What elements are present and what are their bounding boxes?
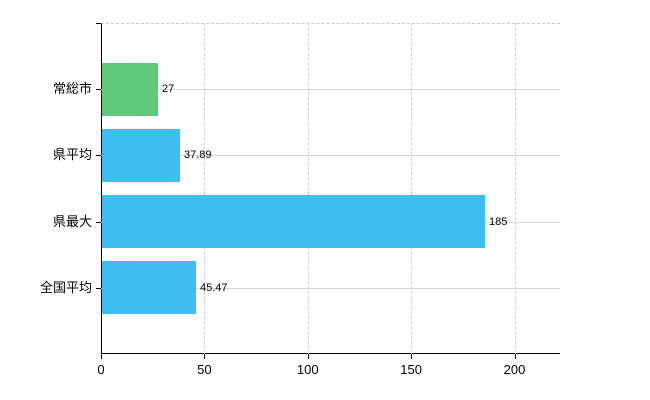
x-axis-tick (101, 354, 102, 359)
category-label: 全国平均 (39, 280, 92, 295)
category-label: 県最大 (52, 214, 92, 229)
x-axis-tick (514, 354, 516, 359)
x-tick-label: 200 (503, 362, 526, 377)
x-axis-tick (307, 354, 309, 359)
plot-area (101, 23, 560, 354)
y-axis-top-tick (96, 23, 101, 24)
v-gridline (307, 23, 309, 354)
y-axis-tick (96, 155, 101, 156)
v-gridline (411, 23, 413, 354)
y-axis-tick (96, 222, 101, 223)
bar-value-label: 37.89 (184, 149, 212, 161)
x-tick-label: 0 (97, 362, 105, 377)
bar-value-label: 27 (162, 83, 175, 95)
x-axis-tick (204, 354, 206, 359)
bar-value-label: 185 (489, 216, 508, 228)
x-tick-label: 150 (400, 362, 422, 377)
bar (102, 261, 196, 314)
category-label: 県平均 (52, 147, 92, 162)
x-axis-tick (411, 354, 413, 359)
y-axis-tick (96, 288, 101, 289)
bar (102, 195, 485, 248)
v-gridline (204, 23, 206, 354)
h-gridline (101, 155, 560, 156)
v-gridline (514, 23, 516, 354)
bar (102, 63, 158, 116)
bar (102, 129, 180, 182)
bar-value-label: 45.47 (200, 282, 228, 294)
x-tick-label: 100 (296, 362, 319, 377)
category-label: 常総市 (52, 81, 92, 96)
x-tick-label: 50 (197, 362, 212, 377)
h-gridline (101, 89, 560, 90)
y-axis-tick (96, 89, 101, 90)
h-gridline (101, 288, 560, 289)
